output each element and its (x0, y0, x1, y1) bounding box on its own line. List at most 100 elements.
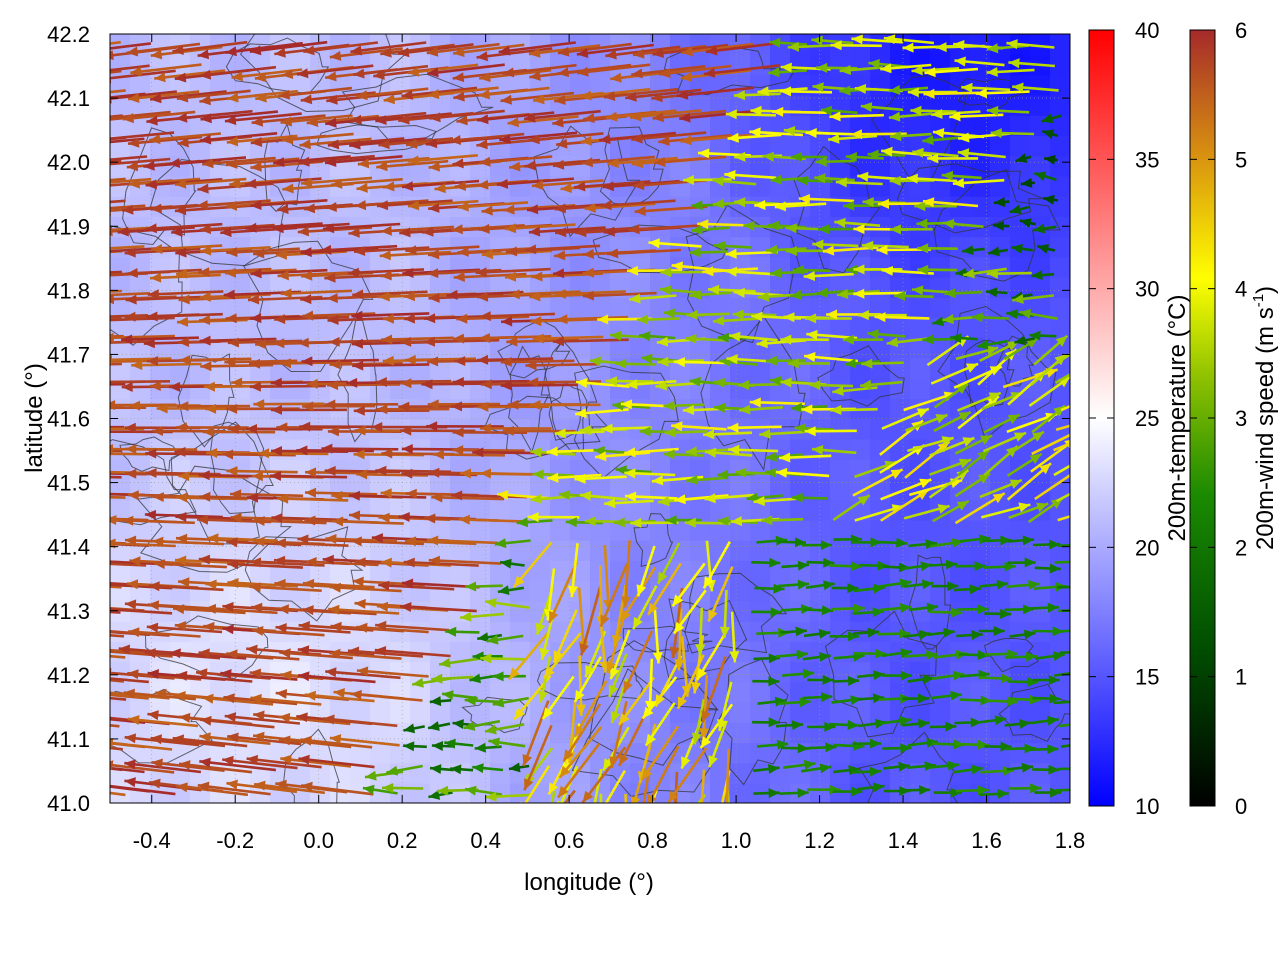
wind-vector (110, 696, 127, 701)
wind-vector (401, 86, 478, 98)
wind-vector-head (401, 468, 413, 479)
wind-vector-head (785, 223, 797, 234)
contour-line (663, 46, 797, 96)
wind-vector-head (543, 666, 555, 678)
wind-vector-head (327, 139, 340, 150)
wind-vector (280, 757, 352, 768)
heatmap-cell (1010, 782, 1031, 803)
wind-vector-head (529, 291, 541, 302)
wind-vector-head (298, 156, 310, 167)
wind-vector-head (200, 715, 212, 726)
heatmap-cell (730, 681, 751, 703)
wind-vector (199, 132, 278, 142)
wind-vector (623, 540, 631, 608)
wind-vector-head (199, 69, 212, 80)
heatmap-cell (970, 418, 991, 440)
wind-vector (403, 560, 479, 567)
wind-vector-head (759, 428, 771, 439)
wind-vector-head (839, 65, 851, 75)
wind-vector-head (324, 399, 336, 410)
heatmap-cell (970, 195, 991, 217)
heatmap-cell (1030, 519, 1051, 541)
wind-vector-head (169, 648, 181, 659)
wind-vector (178, 762, 253, 774)
wind-vector-head (51, 514, 62, 524)
wind-vector (110, 633, 125, 638)
heatmap-cell (810, 519, 831, 541)
wind-vector-head (329, 582, 341, 593)
heatmap-cell (790, 94, 811, 116)
heatmap-cell (570, 499, 591, 521)
wind-vector-head (899, 603, 912, 613)
wind-vector-head (975, 88, 987, 99)
wind-vector-head (574, 473, 586, 484)
heatmap-cell (650, 418, 671, 440)
wind-vector-head (942, 314, 954, 325)
heatmap-cell (1010, 114, 1031, 136)
wind-vector-head (765, 467, 777, 478)
wind-vector-head (145, 448, 157, 459)
heatmap-cell (1050, 762, 1070, 784)
wind-vector (600, 199, 676, 208)
heatmap-cell (870, 458, 891, 481)
heatmap-cell (190, 519, 211, 541)
contour-line (243, 240, 374, 373)
heatmap-cell (290, 317, 311, 339)
wind-vector-head (175, 247, 187, 258)
wind-vector-head (128, 137, 140, 148)
heatmap-cell (550, 74, 571, 96)
heatmap-cell (210, 54, 231, 76)
contour-line (209, 421, 265, 515)
wind-vector-head (805, 313, 817, 324)
wind-vector-head (797, 743, 809, 754)
wind-vector-head (552, 336, 564, 347)
wind-vector-head (978, 473, 991, 484)
wind-vector-head (375, 115, 387, 125)
wind-vector (400, 605, 477, 613)
heatmap-cell (650, 398, 671, 420)
wind-vector-head (504, 223, 517, 234)
wind-vector-head (877, 198, 889, 209)
wind-vector-head (952, 670, 965, 681)
heatmap-cell (1030, 94, 1051, 116)
wind-vector-head (144, 509, 156, 520)
wind-vector-head (153, 559, 165, 570)
heatmap-cell (450, 297, 471, 319)
wind-vector-head (804, 426, 816, 437)
wind-vector-head (697, 219, 709, 230)
heatmap-cell (650, 114, 671, 136)
wind-vector-head (627, 265, 638, 276)
heatmap-cell (410, 317, 431, 339)
wind-vector-head (149, 778, 161, 789)
wind-vector-head (383, 181, 395, 192)
heatmap-cell (670, 337, 691, 359)
temperature-colorbar-tick-label: 30 (1135, 277, 1159, 302)
wind-vector (153, 562, 227, 569)
wind-vector-head (507, 399, 519, 410)
wind-vector (562, 703, 602, 762)
wind-vector-head (371, 533, 383, 544)
wind-vector-head (280, 288, 292, 299)
heatmap-cell (650, 762, 671, 784)
wind-speed-colorbar-label: 200m-wind speed (m s-1) (1250, 286, 1279, 550)
heatmap-cell (830, 661, 851, 683)
wind-vector-head (429, 112, 441, 123)
wind-vector-head (401, 578, 414, 589)
wind-vector-head (663, 400, 675, 411)
contour-line (110, 688, 213, 764)
wind-vector-head (556, 314, 568, 325)
heatmap-cell (290, 681, 311, 703)
wind-vector-head (802, 668, 815, 679)
wind-vector-head (843, 200, 855, 211)
wind-vector (1059, 651, 1070, 655)
wind-vector-head (303, 203, 316, 214)
heatmap-cell (530, 580, 551, 602)
heatmap-cell (210, 701, 231, 723)
wind-vector-head (768, 653, 780, 664)
wind-vector-head (988, 246, 1000, 257)
wind-vector-head (900, 648, 912, 659)
wind-vector-head (1007, 414, 1020, 425)
wind-vector-head (485, 791, 497, 802)
wind-vector-head (198, 554, 211, 565)
wind-vector-head (400, 602, 412, 612)
